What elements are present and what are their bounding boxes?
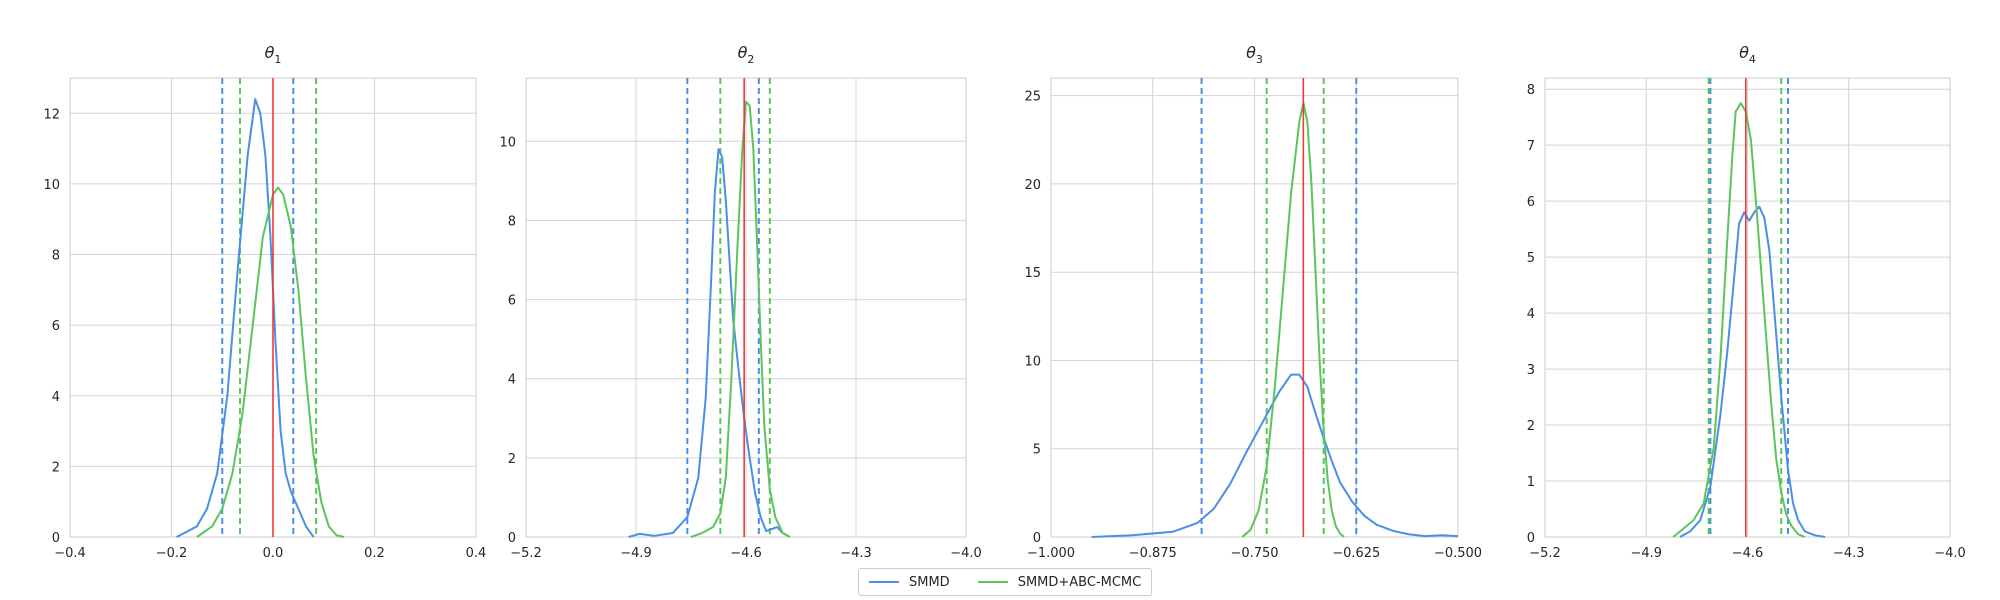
x-tick-label-1-3: 0.2	[364, 546, 385, 561]
panel-3: −1.000 −0.875 −0.750 −0.625 −0.500 0 5 10 15 20 25…	[1024, 43, 1482, 561]
panel-title-subscript-4: 4	[1749, 53, 1756, 66]
legend-label-smmd: SMMD	[909, 574, 950, 590]
y-tick-label-1-2: 4	[52, 390, 60, 405]
y-tick-label-3-4: 20	[1024, 178, 1041, 193]
panel-title-symbol-4: θ	[1739, 43, 1749, 62]
density-curve-1-smmd	[176, 98, 315, 538]
x-tick-label-2-2: −4.6	[730, 546, 762, 561]
panel-title-symbol-1: θ	[265, 43, 275, 62]
panel-title-subscript-1: 1	[274, 53, 281, 66]
density-curve-4-abc	[1672, 102, 1806, 538]
legend-entry-abc: SMMD+ABC-MCMC	[977, 574, 1142, 590]
y-tick-label-3-0: 0	[1033, 531, 1041, 546]
x-tick-label-4-2: −4.6	[1732, 546, 1764, 561]
x-tick-label-4-3: −4.3	[1833, 546, 1865, 561]
y-tick-label-1-4: 8	[52, 249, 60, 264]
x-tick-label-1-1: −0.2	[156, 546, 188, 561]
density-curve-2-abc	[690, 100, 791, 538]
panel-title-3: θ3	[1246, 43, 1263, 66]
y-tick-label-4-4: 4	[1527, 307, 1535, 322]
y-tick-label-1-1: 2	[52, 460, 60, 475]
y-tick-label-4-5: 5	[1527, 251, 1535, 266]
y-tick-label-1-0: 0	[52, 531, 60, 546]
x-tick-label-2-1: −4.9	[620, 546, 652, 561]
y-tick-label-1-5: 10	[43, 178, 60, 193]
axes-frame-2	[525, 77, 967, 538]
x-tick-label-1-4: 0.4	[466, 546, 487, 561]
y-tick-label-1-6: 12	[43, 107, 60, 122]
y-tick-label-2-5: 10	[499, 135, 516, 150]
y-tick-label-4-0: 0	[1527, 531, 1535, 546]
x-tick-label-3-3: −0.625	[1332, 546, 1380, 561]
x-tick-label-3-0: −1.000	[1027, 546, 1075, 561]
axes-frame-4	[1544, 77, 1951, 538]
x-tick-label-2-3: −4.3	[840, 546, 872, 561]
y-tick-label-4-1: 1	[1527, 475, 1535, 490]
density-curve-3-abc	[1241, 101, 1345, 538]
x-tick-label-4-0: −5.2	[1529, 546, 1561, 561]
y-tick-label-2-4: 8	[508, 214, 516, 229]
panel-title-1: θ1	[265, 43, 282, 66]
y-tick-label-4-7: 7	[1527, 139, 1535, 154]
density-curve-1-abc	[196, 186, 345, 538]
density-curve-4-smmd	[1679, 205, 1826, 538]
x-tick-label-3-4: −0.500	[1434, 546, 1482, 561]
y-tick-label-4-3: 3	[1527, 363, 1535, 378]
panel-title-symbol-2: θ	[738, 43, 748, 62]
y-tick-label-3-2: 10	[1024, 354, 1041, 369]
y-tick-label-2-3: 6	[508, 294, 516, 309]
x-tick-label-4-4: −4.0	[1934, 546, 1966, 561]
y-tick-label-2-1: 2	[508, 452, 516, 467]
y-tick-label-3-5: 25	[1024, 90, 1041, 105]
legend-swatch-abc	[977, 581, 1008, 583]
y-tick-label-1-3: 6	[52, 319, 60, 334]
y-tick-label-2-0: 0	[508, 531, 516, 546]
y-tick-label-3-1: 5	[1033, 443, 1041, 458]
axes-frame-3	[1050, 77, 1459, 538]
panel-title-subscript-3: 3	[1256, 53, 1263, 66]
x-tick-label-2-4: −4.0	[950, 546, 982, 561]
panel-title-2: θ2	[738, 43, 755, 66]
x-tick-label-1-0: −0.4	[54, 546, 86, 561]
y-tick-label-3-3: 15	[1024, 266, 1041, 281]
y-tick-label-4-6: 6	[1527, 195, 1535, 210]
legend: SMMD SMMD+ABC-MCMC	[858, 568, 1153, 596]
x-tick-label-1-2: 0.0	[263, 546, 284, 561]
y-tick-label-4-8: 8	[1527, 83, 1535, 98]
legend-swatch-smmd	[869, 581, 899, 583]
x-tick-label-2-0: −5.2	[510, 546, 542, 561]
density-curve-3-smmd	[1091, 373, 1459, 538]
panel-title-subscript-2: 2	[747, 53, 754, 66]
x-tick-label-4-1: −4.9	[1630, 546, 1662, 561]
x-tick-label-3-2: −0.750	[1230, 546, 1278, 561]
y-tick-label-4-2: 2	[1527, 419, 1535, 434]
x-tick-label-3-1: −0.875	[1129, 546, 1177, 561]
legend-entry-smmd: SMMD	[869, 575, 950, 590]
panel-1: −0.4 −0.2 0.0 0.2 0.4 0 2 4 6 8 10 12 θ1	[43, 43, 486, 561]
density-curve-2-smmd	[628, 148, 791, 538]
panel-title-4: θ4	[1739, 43, 1756, 66]
panel-title-symbol-3: θ	[1246, 43, 1256, 62]
legend-label-abc: SMMD+ABC-MCMC	[1017, 574, 1142, 590]
y-tick-label-2-2: 4	[508, 373, 516, 388]
